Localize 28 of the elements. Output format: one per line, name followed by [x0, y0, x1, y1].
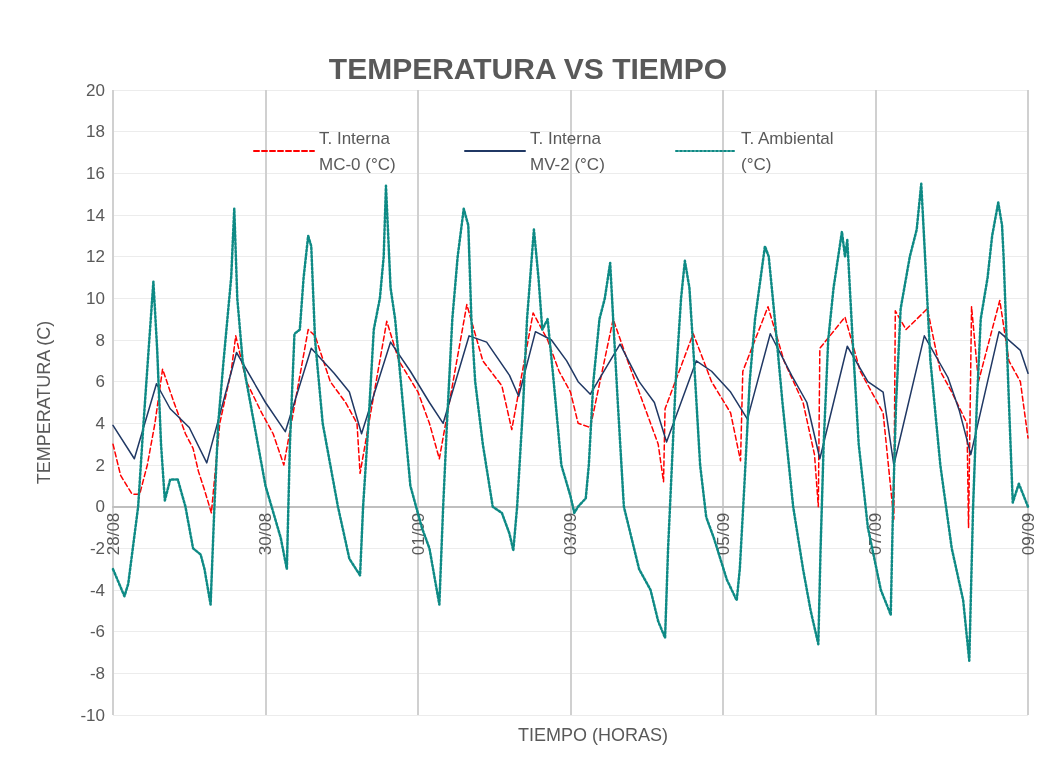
- x-tick-label: 30/08: [256, 512, 275, 556]
- y-tick-label: 20: [86, 80, 105, 100]
- legend-label: T. Ambiental (°C): [741, 128, 839, 174]
- y-tick-label: 4: [95, 413, 105, 433]
- y-tick-label: -4: [89, 580, 105, 600]
- x-tick-label: 07/09: [866, 512, 885, 556]
- x-tick-label: 05/09: [713, 512, 733, 556]
- x-tick-label: 09/09: [1018, 512, 1038, 556]
- y-tick-label: 14: [86, 205, 105, 225]
- y-axis-title: TEMPERATURA (C): [34, 320, 54, 485]
- y-tick-label: 2: [95, 455, 105, 475]
- x-tick-label: 03/09: [561, 512, 580, 556]
- chart-title: TEMPERATURA VS TIEMPO: [328, 51, 728, 85]
- y-tick-label: 16: [86, 163, 105, 183]
- y-tick-label: 10: [86, 288, 105, 308]
- y-tick-label: -6: [89, 622, 105, 642]
- y-tick-label: -10: [80, 705, 105, 725]
- y-tick-label: 12: [86, 247, 105, 267]
- legend-label: T. Interna MC-0 (°C): [319, 128, 396, 174]
- x-axis-title: TIEMPO (HORAS): [517, 725, 669, 745]
- x-tick-label: 28/08: [103, 512, 123, 556]
- y-tick-label: -2: [89, 538, 105, 558]
- y-tick-label: 6: [95, 372, 105, 392]
- legend-label: T. Interna MV-2 (°C): [530, 128, 606, 174]
- y-tick-label: -8: [89, 663, 105, 683]
- y-tick-label: 8: [95, 330, 105, 350]
- y-tick-label: 18: [86, 122, 105, 142]
- y-tick-label: 0: [95, 497, 105, 517]
